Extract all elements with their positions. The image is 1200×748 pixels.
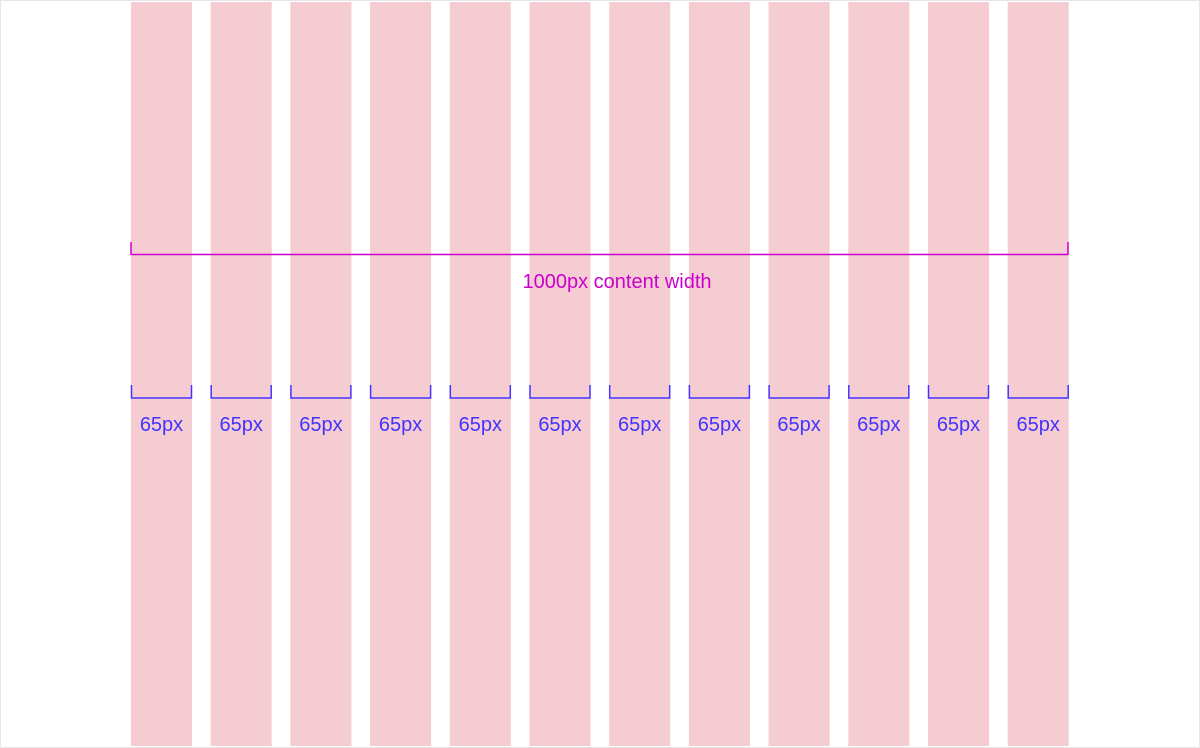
grid-column-5 (449, 2, 511, 746)
grid-column-8 (688, 2, 750, 746)
column-width-label-1: 65px (140, 414, 183, 436)
column-bracket-3 (290, 385, 352, 399)
column-width-label-3: 65px (299, 414, 342, 436)
column-bracket-4 (369, 385, 432, 399)
columns-group (131, 2, 1069, 746)
column-width-label-6: 65px (538, 414, 581, 436)
column-bracket-6 (529, 385, 591, 399)
grid-column-11 (928, 2, 989, 746)
grid-column-4 (370, 2, 432, 746)
grid-column-7 (609, 2, 671, 746)
grid-column-9 (768, 2, 830, 746)
column-bracket-9 (768, 385, 830, 399)
grid-column-10 (848, 2, 910, 746)
grid-column-12 (1007, 2, 1069, 746)
column-bracket-12 (1007, 385, 1069, 399)
column-width-label-12: 65px (1017, 414, 1060, 436)
column-bracket-8 (688, 385, 751, 399)
grid-column-1 (131, 2, 192, 746)
content-width-label: 1000px content width (522, 271, 711, 293)
column-width-label-8: 65px (698, 414, 741, 436)
column-brackets-group: 65px 65px 65px 65px 65px 65px 65px 65px 65px 65px… (130, 385, 1069, 436)
column-bracket-10 (848, 385, 910, 399)
grid-column-3 (290, 2, 352, 746)
column-width-label-5: 65px (459, 414, 502, 436)
column-width-label-10: 65px (857, 414, 900, 436)
column-width-label-7: 65px (618, 414, 661, 436)
column-bracket-5 (449, 385, 512, 399)
column-bracket-11 (927, 385, 990, 399)
column-width-label-9: 65px (777, 414, 820, 436)
grid-column-2 (210, 2, 272, 746)
grid-column-6 (529, 2, 591, 746)
column-bracket-1 (130, 385, 193, 399)
column-width-label-11: 65px (937, 414, 980, 436)
column-width-label-2: 65px (220, 414, 263, 436)
content-width-bracket: 1000px content width (130, 242, 1069, 293)
column-bracket-2 (210, 385, 272, 399)
column-bracket-7 (608, 385, 671, 399)
column-width-label-4: 65px (379, 414, 422, 436)
